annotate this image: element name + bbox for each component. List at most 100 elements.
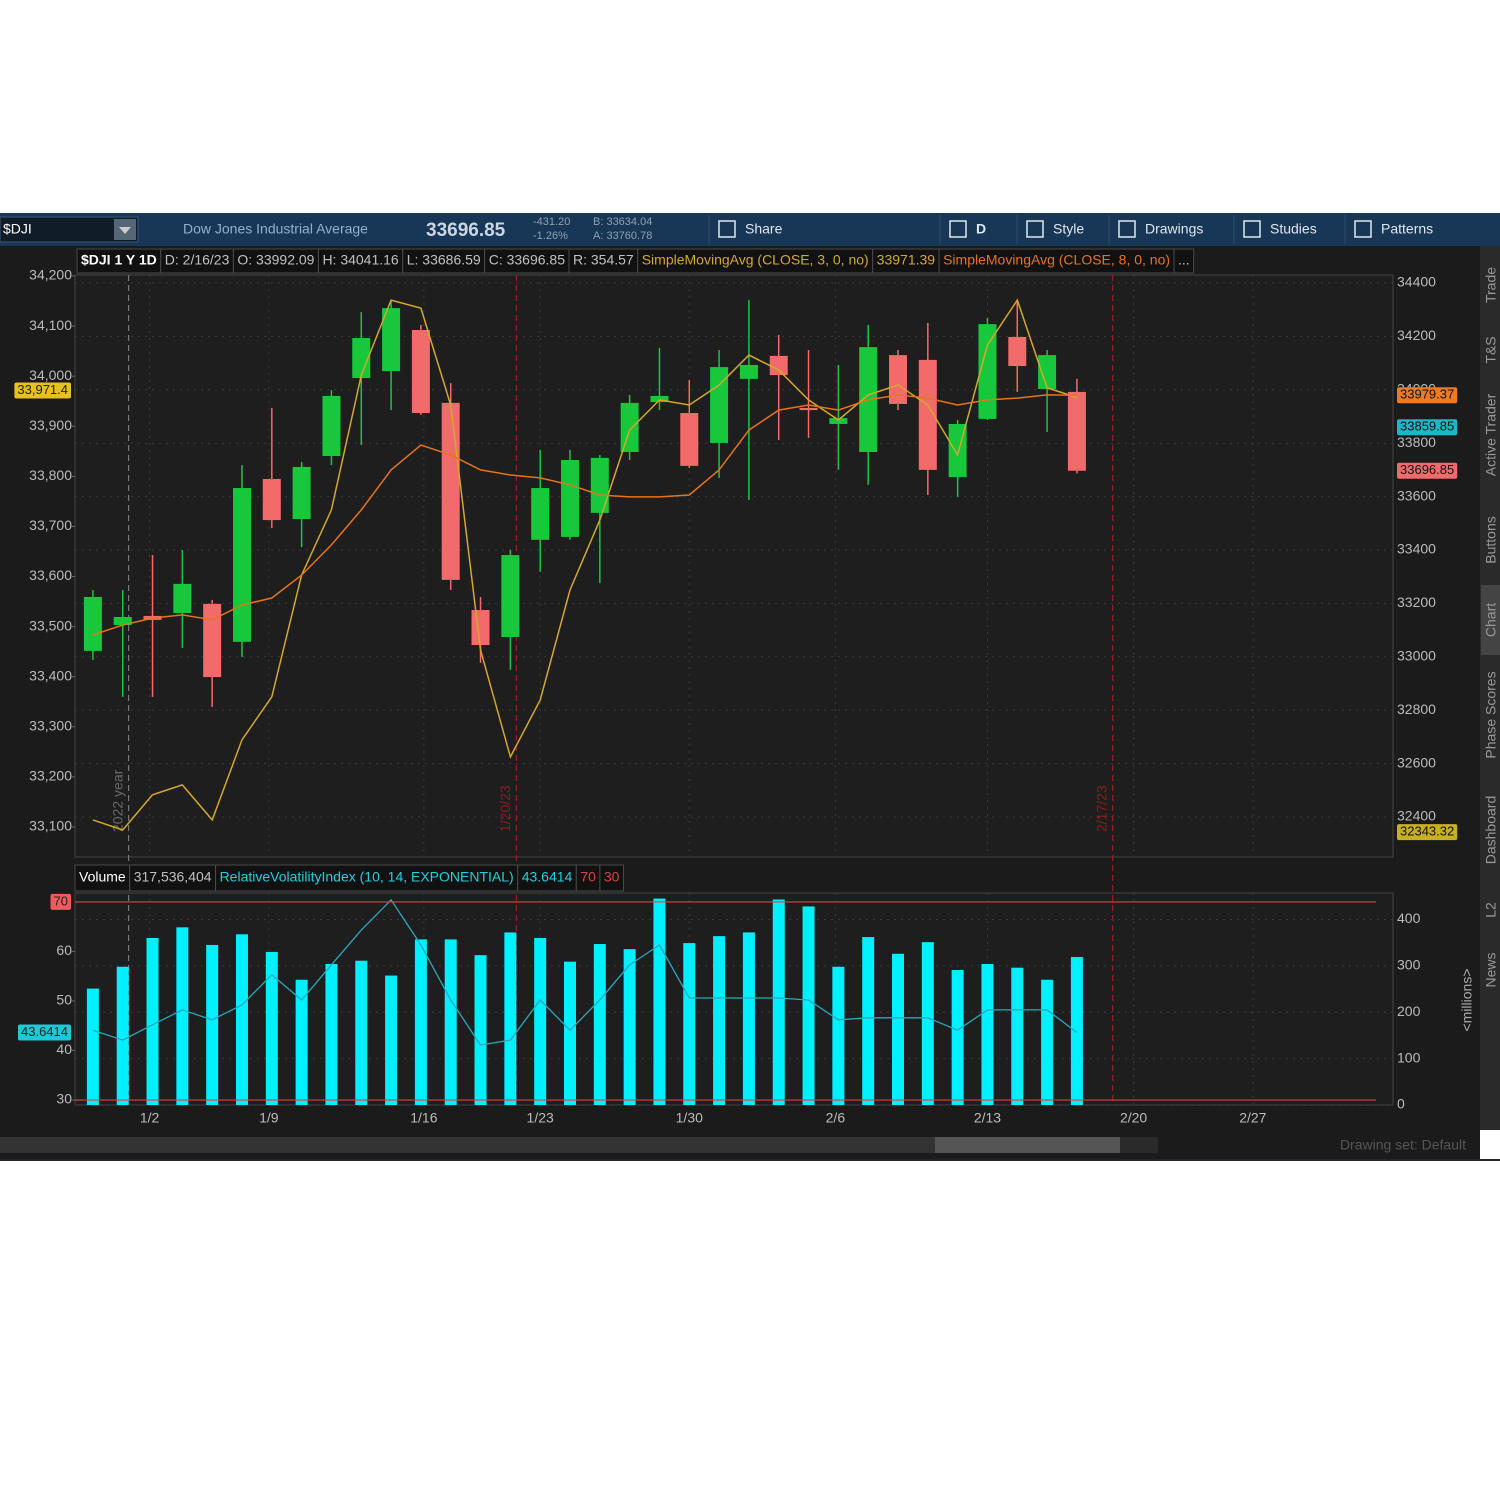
toolbar-button[interactable]: D — [976, 221, 986, 237]
volume-bar — [1041, 979, 1054, 1105]
toolbar-button[interactable]: Drawings — [1145, 221, 1203, 237]
price-tag-label: 33,971.4 — [17, 382, 68, 397]
header-box — [76, 248, 162, 274]
volume-bar — [265, 951, 278, 1105]
right-tick-label: 34200 — [1397, 327, 1436, 343]
side-tab[interactable]: Buttons — [1483, 516, 1499, 563]
moving-average-line — [92, 394, 1077, 636]
pct-change: -1.26% — [533, 230, 568, 242]
left-tick-label: 34,200 — [29, 267, 72, 283]
volume-bar — [623, 949, 636, 1105]
candle-body — [620, 402, 639, 453]
candle-body — [292, 466, 311, 520]
toolbar-button[interactable]: Studies — [1270, 221, 1317, 237]
header-box — [484, 248, 570, 274]
price-tag: 33696.85 — [1397, 462, 1458, 479]
right-tick-label: 33600 — [1397, 487, 1436, 503]
candle-body — [322, 395, 341, 457]
price-tag-box — [1397, 462, 1458, 479]
volume-bar — [921, 942, 934, 1105]
candle-body — [1067, 391, 1086, 471]
toolbar-button[interactable]: Style — [1053, 221, 1084, 237]
rvi-tag-label: 70 — [54, 893, 68, 908]
candle-body — [173, 583, 192, 613]
rvi-tick-label: 50 — [56, 992, 72, 1008]
x-tick-label: 2/27 — [1239, 1110, 1266, 1126]
left-tick-label: 34,100 — [29, 317, 72, 333]
volume-bar — [742, 932, 755, 1105]
left-tick-label: 33,400 — [29, 667, 72, 683]
header-box — [568, 248, 639, 274]
right-tick-label: 33200 — [1397, 594, 1436, 610]
left-tick-label: 33,500 — [29, 617, 72, 633]
header-item: SimpleMovingAvg (CLOSE, 3, 0, no) — [642, 252, 869, 268]
candle-body — [739, 364, 758, 379]
side-tab[interactable]: Trade — [1483, 267, 1499, 303]
volume-bar — [325, 963, 338, 1105]
button-icon — [1118, 220, 1136, 238]
rvi-tick-label: 60 — [56, 942, 72, 958]
volume-bar — [176, 927, 189, 1105]
lower-pane — [74, 892, 1394, 1106]
header-item: C: 33696.85 — [489, 252, 565, 268]
rvi-tag-label: 43.6414 — [21, 1024, 68, 1039]
header-box — [637, 248, 874, 274]
side-tab[interactable]: T&S — [1483, 336, 1499, 363]
volume-tick-label: 100 — [1397, 1049, 1421, 1065]
side-tab[interactable]: Dashboard — [1483, 796, 1499, 865]
period-label: 2022 year — [109, 769, 125, 832]
x-tick-label: 2/6 — [826, 1110, 846, 1126]
scroll-thumb[interactable] — [935, 1137, 1120, 1153]
left-tick-label: 34,000 — [29, 367, 72, 383]
scroll-buttons[interactable] — [1120, 1137, 1158, 1153]
right-tick-label: 33000 — [1397, 647, 1436, 663]
header-item: 33971.39 — [877, 252, 936, 268]
candle-body — [382, 308, 401, 372]
volume-bar — [295, 979, 308, 1105]
price-tag-box — [1397, 387, 1458, 404]
volume-bar — [593, 944, 606, 1105]
volume-bar — [414, 939, 427, 1105]
volume-bar — [563, 961, 576, 1105]
left-tick-label: 33,800 — [29, 467, 72, 483]
price-tag-label: 32343.32 — [1400, 824, 1454, 839]
header-item: $DJI 1 Y 1D — [81, 252, 157, 268]
x-tick-label: 2/20 — [1120, 1110, 1147, 1126]
right-tick-label: 32600 — [1397, 754, 1436, 770]
candle-body — [113, 616, 132, 626]
candle-body — [590, 457, 609, 513]
header-item: ... — [1178, 252, 1190, 268]
lower-header-item: RelativeVolatilityIndex (10, 14, EXPONEN… — [220, 869, 514, 885]
ask: A: 33760.78 — [593, 230, 652, 242]
side-tab[interactable]: L2 — [1483, 902, 1499, 918]
x-tick-label: 1/2 — [140, 1110, 160, 1126]
price-tag-box — [1397, 824, 1458, 841]
toolbar-button[interactable]: Share — [745, 221, 783, 237]
lower-header-item: 43.6414 — [522, 869, 573, 885]
description: Dow Jones Industrial Average — [183, 221, 368, 237]
side-tab[interactable]: Phase Scores — [1483, 671, 1499, 758]
symbol: $DJI — [3, 221, 32, 237]
x-tick-label: 1/23 — [527, 1110, 554, 1126]
x-tick-label: 2/13 — [974, 1110, 1001, 1126]
header-item: SimpleMovingAvg (CLOSE, 8, 0, no) — [943, 252, 1170, 268]
right-tick-label: 32400 — [1397, 808, 1436, 824]
right-tick-label: 32800 — [1397, 701, 1436, 717]
period-label: 1/20/23 — [497, 785, 513, 832]
volume-bar — [951, 970, 964, 1105]
volume-bar — [772, 899, 785, 1105]
volume-axis-label: <millions> — [1459, 968, 1475, 1031]
header-item: O: 33992.09 — [237, 252, 314, 268]
side-tab[interactable]: News — [1483, 952, 1499, 987]
candle-body — [411, 329, 430, 414]
scroll-track[interactable] — [0, 1137, 935, 1153]
side-tab[interactable]: Active Trader — [1483, 393, 1499, 476]
left-tick-label: 33,900 — [29, 417, 72, 433]
right-tick-label: 33400 — [1397, 541, 1436, 557]
side-tab[interactable]: Chart — [1483, 603, 1499, 637]
toolbar-button[interactable]: Patterns — [1381, 221, 1433, 237]
candle-body — [531, 488, 550, 540]
lower-header-item: Volume — [79, 869, 126, 885]
candle-body — [1038, 355, 1057, 389]
